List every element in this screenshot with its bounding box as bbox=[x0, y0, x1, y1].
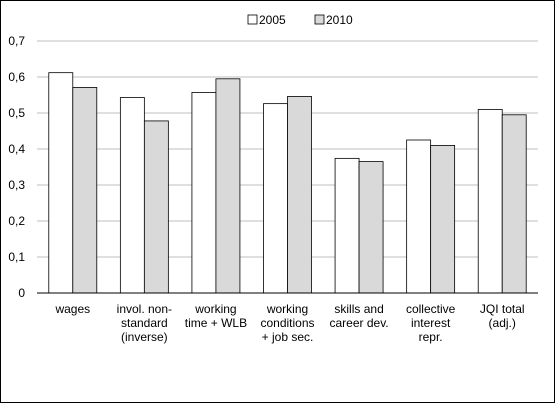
legend-label-2010: 2010 bbox=[326, 13, 353, 27]
y-tick-label: 0,4 bbox=[8, 142, 25, 156]
x-category-label: JQI total (adj.) bbox=[480, 302, 525, 330]
y-tick-labels: 0 0,1 0,2 0,3 0,4 0,5 0,6 0,7 bbox=[8, 34, 25, 300]
bar-2010 bbox=[358, 161, 384, 294]
bar-2010 bbox=[287, 96, 312, 294]
y-tick-label: 0,3 bbox=[8, 178, 25, 192]
legend: 2005 2010 bbox=[247, 13, 353, 27]
y-tick-label: 0,5 bbox=[8, 106, 25, 120]
bar-2005 bbox=[477, 109, 503, 294]
y-tick-label: 0,6 bbox=[8, 70, 25, 84]
legend-swatch-2010 bbox=[314, 14, 325, 25]
y-tick-label: 0,2 bbox=[8, 214, 25, 228]
bar-2010 bbox=[430, 144, 456, 294]
bar-2010 bbox=[215, 78, 241, 294]
bar-2010 bbox=[501, 114, 527, 294]
x-category-label: collective interest repr. bbox=[406, 302, 456, 344]
bar-2010 bbox=[72, 87, 98, 294]
y-tick-label: 0,7 bbox=[8, 34, 25, 48]
legend-label-2005: 2005 bbox=[259, 13, 286, 27]
y-tick-label: 0 bbox=[18, 286, 25, 300]
x-category-label: skills and career dev. bbox=[330, 302, 389, 330]
x-category-label: working time + WLB bbox=[185, 302, 247, 330]
bar-2005 bbox=[263, 103, 288, 294]
y-tick-label: 0,1 bbox=[8, 250, 25, 264]
bar-2005 bbox=[191, 92, 217, 294]
x-category-label: working conditions + job sec. bbox=[260, 302, 314, 344]
bar-2010 bbox=[143, 120, 169, 294]
bar-2005 bbox=[119, 97, 145, 294]
bar-2005 bbox=[406, 139, 432, 294]
legend-swatch-2005 bbox=[247, 14, 258, 25]
bar-2005 bbox=[48, 72, 74, 294]
x-category-label: wages bbox=[54, 302, 90, 316]
bar-2005 bbox=[334, 157, 360, 294]
bars bbox=[48, 72, 527, 294]
x-category-label: invol. non-standard (inverse) bbox=[117, 302, 172, 344]
x-category-labels: wages invol. non-standard (inverse) working… bbox=[54, 302, 524, 344]
